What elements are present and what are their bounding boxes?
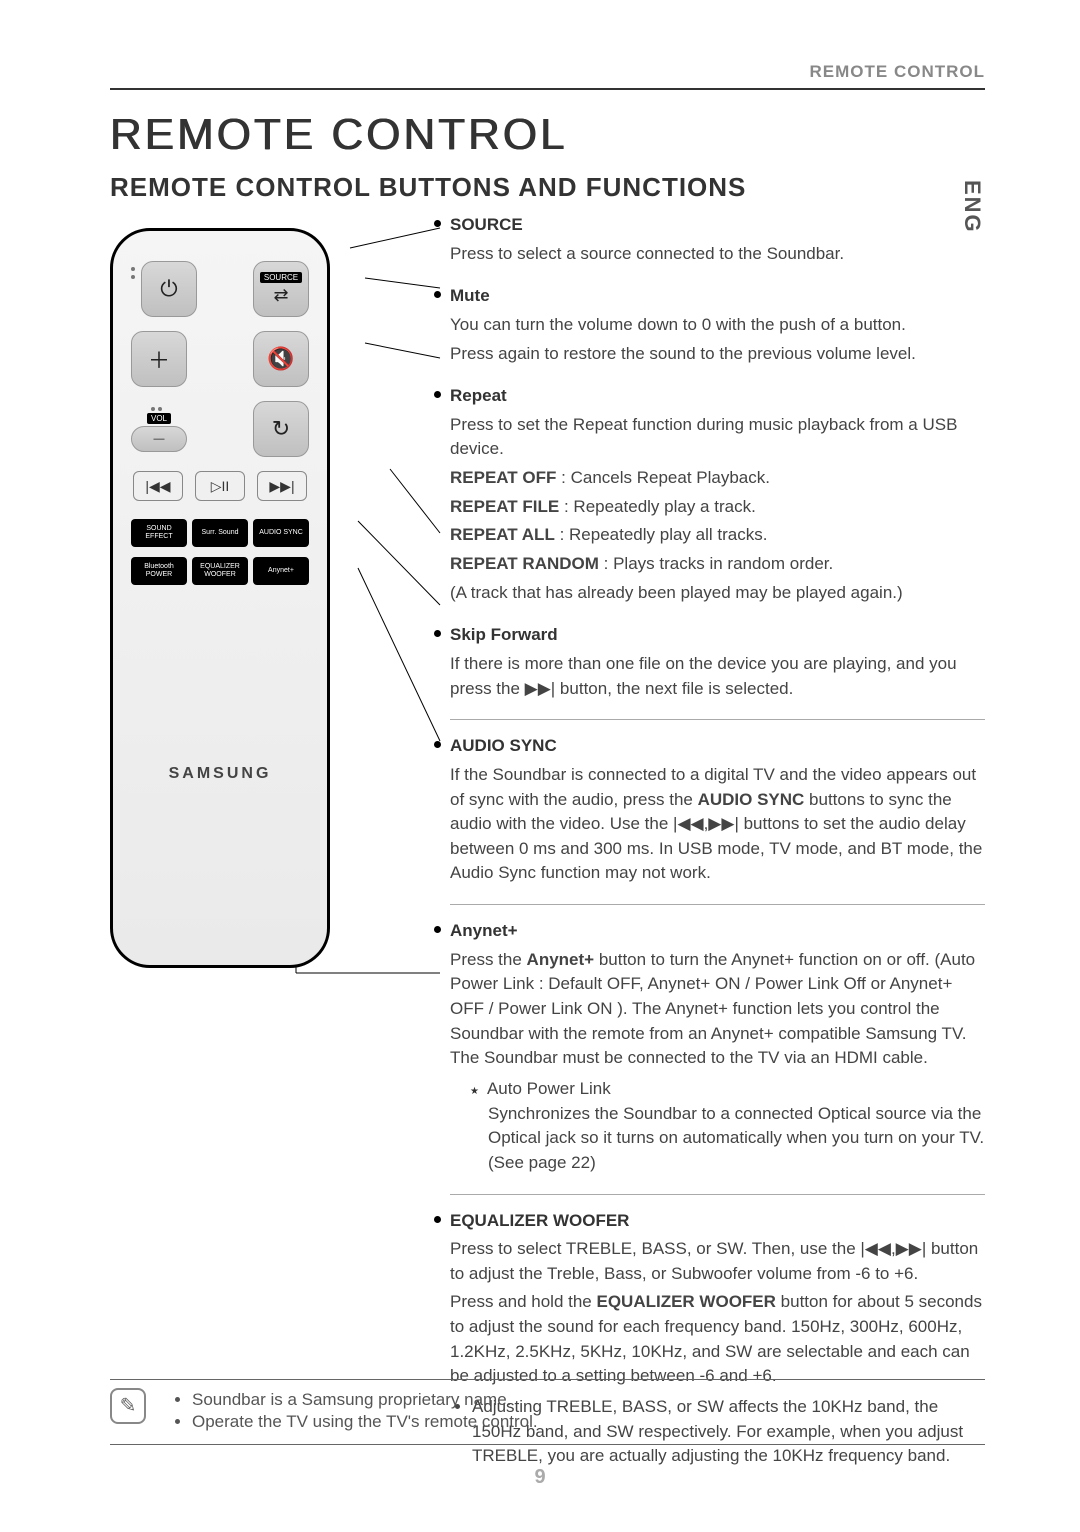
remote-small-button: Anynet+ [253, 557, 309, 585]
definition-line: REPEAT ALL : Repeatedly play all tracks. [450, 523, 985, 548]
section-body: Press again to restore the sound to the … [450, 342, 985, 367]
skip-back-icon: |◀◀ [133, 471, 183, 501]
remote-small-button: SOUND EFFECT [131, 519, 187, 547]
section-body: If there is more than one file on the de… [450, 652, 985, 701]
section-heading: EQUALIZER WOOFER [450, 1209, 985, 1234]
definition-line: REPEAT OFF : Cancels Repeat Playback. [450, 466, 985, 491]
footer-note-item: Operate the TV using the TV's remote con… [192, 1412, 985, 1432]
section-bullet [434, 291, 441, 298]
function-section: Skip Forward If there is more than one fi… [450, 623, 985, 701]
section-heading: AUDIO SYNC [450, 734, 985, 759]
section-body: Press to select TREBLE, BASS, or SW. The… [450, 1237, 985, 1286]
remote-illustration-column: ⏻ SOURCE ⇄ ＋ 🔇 VOL — [110, 213, 350, 1487]
description-column: SOURCE Press to select a source connected… [350, 213, 985, 1487]
header-divider [110, 88, 985, 90]
function-section: Mute You can turn the volume down to 0 wi… [450, 284, 985, 366]
section-bullet [434, 391, 441, 398]
mute-icon: 🔇 [253, 331, 309, 387]
remote-small-button: AUDIO SYNC [253, 519, 309, 547]
footer-notes: ✎ Soundbar is a Samsung proprietary name… [110, 1379, 985, 1445]
star-note: Auto Power LinkSynchronizes the Soundbar… [470, 1077, 985, 1176]
section-divider [450, 1194, 985, 1195]
section-body: Press and hold the EQUALIZER WOOFER butt… [450, 1290, 985, 1389]
section-body: You can turn the volume down to 0 with t… [450, 313, 985, 338]
section-body: If the Soundbar is connected to a digita… [450, 763, 985, 886]
section-bullet [434, 1216, 441, 1223]
remote-small-button: Bluetooth POWER [131, 557, 187, 585]
page-title: REMOTE CONTROL [110, 110, 985, 160]
section-body: Press the Anynet+ button to turn the Any… [450, 948, 985, 1071]
section-divider [450, 719, 985, 720]
footer-note-item: Soundbar is a Samsung proprietary name. [192, 1390, 985, 1410]
section-bullet [434, 741, 441, 748]
source-button: SOURCE ⇄ [253, 261, 309, 317]
section-heading: Skip Forward [450, 623, 985, 648]
vol-down-icon: — [131, 426, 187, 452]
brand-logo: SAMSUNG [131, 765, 309, 783]
function-section: SOURCE Press to select a source connected… [450, 213, 985, 266]
page-number: 9 [0, 1466, 1080, 1489]
section-body: Press to set the Repeat function during … [450, 413, 985, 462]
power-icon: ⏻ [141, 261, 197, 317]
header-section-label: REMOTE CONTROL [810, 62, 986, 82]
play-pause-icon: ▷II [195, 471, 245, 501]
section-heading: Mute [450, 284, 985, 309]
note-icon: ✎ [110, 1388, 146, 1424]
definition-line: REPEAT RANDOM : Plays tracks in random o… [450, 552, 985, 577]
vol-label: VOL [147, 413, 171, 424]
remote-outline: ⏻ SOURCE ⇄ ＋ 🔇 VOL — [110, 228, 330, 968]
vol-up-icon: ＋ [131, 331, 187, 387]
section-tail: (A track that has already been played ma… [450, 581, 985, 606]
remote-small-button: Surr. Sound [192, 519, 248, 547]
section-heading: Anynet+ [450, 919, 985, 944]
source-label: SOURCE [260, 272, 302, 283]
section-heading: Repeat [450, 384, 985, 409]
page-subtitle: REMOTE CONTROL BUTTONS AND FUNCTIONS [110, 172, 985, 203]
section-heading: SOURCE [450, 213, 985, 238]
section-bullet [434, 926, 441, 933]
remote-small-button: EQUALIZER WOOFER [192, 557, 248, 585]
section-divider [450, 904, 985, 905]
repeat-icon: ↻ [253, 401, 309, 457]
function-section: Repeat Press to set the Repeat function d… [450, 384, 985, 605]
section-bullet [434, 630, 441, 637]
definition-line: REPEAT FILE : Repeatedly play a track. [450, 495, 985, 520]
section-bullet [434, 220, 441, 227]
function-section: AUDIO SYNC If the Soundbar is connected t… [450, 734, 985, 886]
skip-forward-icon: ▶▶| [257, 471, 307, 501]
section-body: Press to select a source connected to th… [450, 242, 985, 267]
function-section: Anynet+ Press the Anynet+ button to turn … [450, 919, 985, 1175]
